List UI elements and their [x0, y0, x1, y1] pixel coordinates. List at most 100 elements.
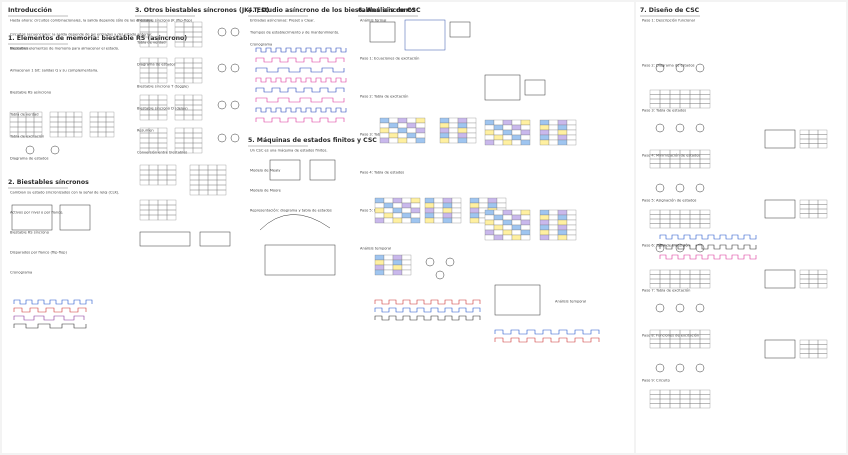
table-cell [493, 224, 504, 231]
table-cell [566, 209, 577, 216]
waveform [374, 315, 481, 321]
table-cell [433, 197, 444, 204]
note-line: Paso 1: Descripción funcional [642, 18, 695, 22]
table-cell [539, 219, 550, 226]
table-cell [469, 217, 480, 224]
table-cell [493, 219, 504, 226]
waveform [659, 234, 757, 240]
table-cell [520, 129, 531, 136]
table-cell [406, 127, 417, 134]
note-line: Paso 8: Funciones de excitación [642, 333, 699, 337]
waveform [13, 299, 93, 305]
note-line: Representación: diagrama y tabla de esta… [250, 208, 332, 212]
table-cell [433, 202, 444, 209]
section-title: 1. Elementos de memoria: biestable RS (a… [8, 34, 187, 42]
table-cell [401, 264, 412, 271]
table-cell [383, 212, 394, 219]
note-line: Circuitos secuenciales: la salida depend… [10, 32, 152, 36]
table-cell [439, 122, 450, 129]
circuit-block [494, 284, 541, 316]
state-node [655, 303, 665, 313]
table-cell [566, 219, 577, 226]
table-cell [699, 103, 711, 109]
table-cell [539, 234, 550, 241]
table-cell [469, 202, 480, 209]
state-node [230, 133, 240, 143]
table-cell [539, 139, 550, 146]
table-cell [539, 129, 550, 136]
table-cell [557, 234, 568, 241]
table-cell [520, 134, 531, 141]
table-cell [157, 114, 168, 121]
state-node [695, 363, 705, 373]
table-cell [457, 127, 468, 134]
circuit-block [764, 199, 796, 219]
table-cell [466, 127, 477, 134]
note-line: Paso 4: Minimización de estados [642, 153, 700, 157]
note-line: Necesitan elementos de memoria para alma… [10, 46, 119, 50]
table-cell [383, 269, 394, 276]
note-line: Análisis temporal [360, 246, 391, 250]
table-cell [557, 129, 568, 136]
table-cell [379, 127, 390, 134]
table-cell [557, 119, 568, 126]
table-cell [496, 197, 507, 204]
table-cell [383, 202, 394, 209]
table-cell [392, 259, 403, 266]
table-cell [424, 207, 435, 214]
table-cell [415, 117, 426, 124]
table-cell [493, 229, 504, 236]
table-cell [487, 202, 498, 209]
table-cell [511, 124, 522, 131]
table-cell [469, 207, 480, 214]
table-cell [548, 224, 559, 231]
table-cell [496, 202, 507, 209]
table-cell [520, 209, 531, 216]
table-cell [439, 117, 450, 124]
table-cell [539, 124, 550, 131]
table-cell [566, 119, 577, 126]
note-line: Biestable síncrono JK (flip-flop) [137, 18, 193, 22]
state-node [230, 100, 240, 110]
table-cell [566, 134, 577, 141]
note-line: Biestable RS asíncrono [10, 90, 51, 94]
table-cell [410, 207, 421, 214]
table-cell [410, 202, 421, 209]
table-cell [484, 229, 495, 236]
table-cell [502, 224, 513, 231]
table-cell [566, 139, 577, 146]
table-cell [157, 147, 168, 154]
circuit-block [524, 79, 546, 96]
table-cell [451, 207, 462, 214]
note-line: Diagrama de estados [10, 156, 49, 160]
table-cell [374, 259, 385, 266]
table-cell [502, 124, 513, 131]
table-cell [192, 77, 203, 84]
section-title: 5. Máquinas de estados finitos y CSC [248, 136, 377, 144]
table-cell [557, 214, 568, 221]
table-cell [401, 207, 412, 214]
table-cell [442, 212, 453, 219]
table-cell [392, 264, 403, 271]
circuit-block [764, 129, 796, 149]
table-cell [493, 124, 504, 131]
note-line: Paso 4: Tabla de estados [360, 170, 404, 174]
table-cell [448, 122, 459, 129]
circuit-block [484, 74, 521, 101]
state-node [445, 257, 455, 267]
table-cell [397, 137, 408, 144]
table-cell [493, 214, 504, 221]
circuit-block [199, 231, 231, 247]
table-cell [484, 214, 495, 221]
table-cell [520, 214, 531, 221]
table-cell [557, 219, 568, 226]
note-line: Tabla de excitación [9, 134, 44, 138]
table-cell [548, 119, 559, 126]
circuit-block [404, 19, 446, 51]
table-cell [548, 219, 559, 226]
state-node [675, 303, 685, 313]
table-cell [511, 219, 522, 226]
table-cell [415, 137, 426, 144]
table-cell [388, 137, 399, 144]
note-line: Paso 7: Tabla de excitación [642, 288, 690, 292]
